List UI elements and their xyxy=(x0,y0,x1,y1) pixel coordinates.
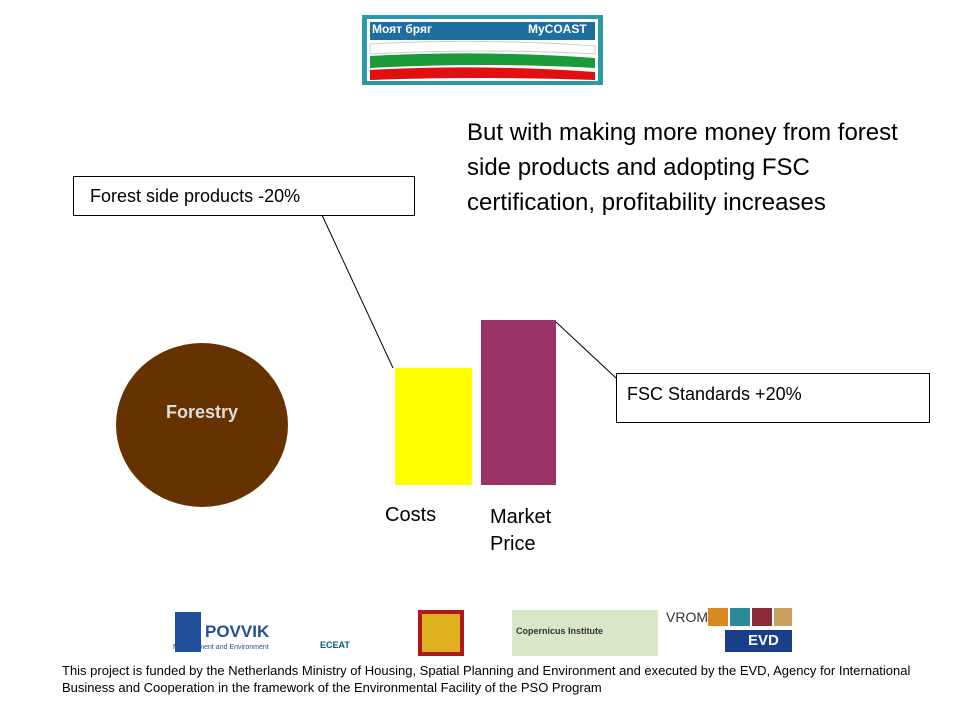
sponsor-logo: EVD xyxy=(748,632,779,649)
circle-label: Forestry xyxy=(165,402,239,422)
logo-text: Моят бряг xyxy=(372,22,432,36)
bar-label: Costs xyxy=(385,504,437,526)
bar-label: Market Price xyxy=(490,506,552,555)
vrom-block xyxy=(752,608,772,626)
crest-inner xyxy=(422,614,460,652)
sponsor-logo: Management and Environment xyxy=(173,644,269,651)
forestry-circle xyxy=(116,343,288,507)
logo-banner xyxy=(370,22,595,40)
evd-block xyxy=(725,630,792,652)
sponsor-logo: ECEAT xyxy=(320,640,350,650)
povvik-icon xyxy=(175,612,201,652)
connector xyxy=(555,321,617,379)
sponsor-logo: Copernicus Institute xyxy=(516,626,604,636)
heading: But with making more money from forest s… xyxy=(467,119,898,216)
footer: This project is funded by the Netherland… xyxy=(62,663,911,695)
callout: Forest side products -20% xyxy=(73,176,415,216)
vrom-block xyxy=(708,608,728,626)
copernicus-logo xyxy=(512,610,658,656)
callout: FSC Standards +20% xyxy=(616,373,930,423)
logo-stripe-green xyxy=(370,53,595,68)
sponsor-logo: VROM xyxy=(666,609,708,625)
logo-stripe-white xyxy=(369,40,596,55)
market-price-bar xyxy=(481,320,556,485)
connector xyxy=(321,214,394,369)
logo-text: MyCOAST xyxy=(528,22,587,36)
vrom-block xyxy=(730,608,750,626)
sponsor-logo: POVVIK xyxy=(205,622,270,641)
costs-bar xyxy=(395,368,472,485)
vrom-block xyxy=(774,608,792,626)
logo-stripe-red xyxy=(370,67,595,80)
